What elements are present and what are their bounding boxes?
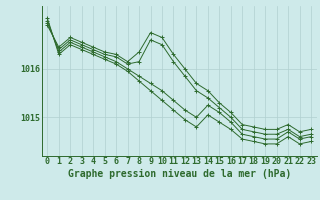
- X-axis label: Graphe pression niveau de la mer (hPa): Graphe pression niveau de la mer (hPa): [68, 169, 291, 179]
